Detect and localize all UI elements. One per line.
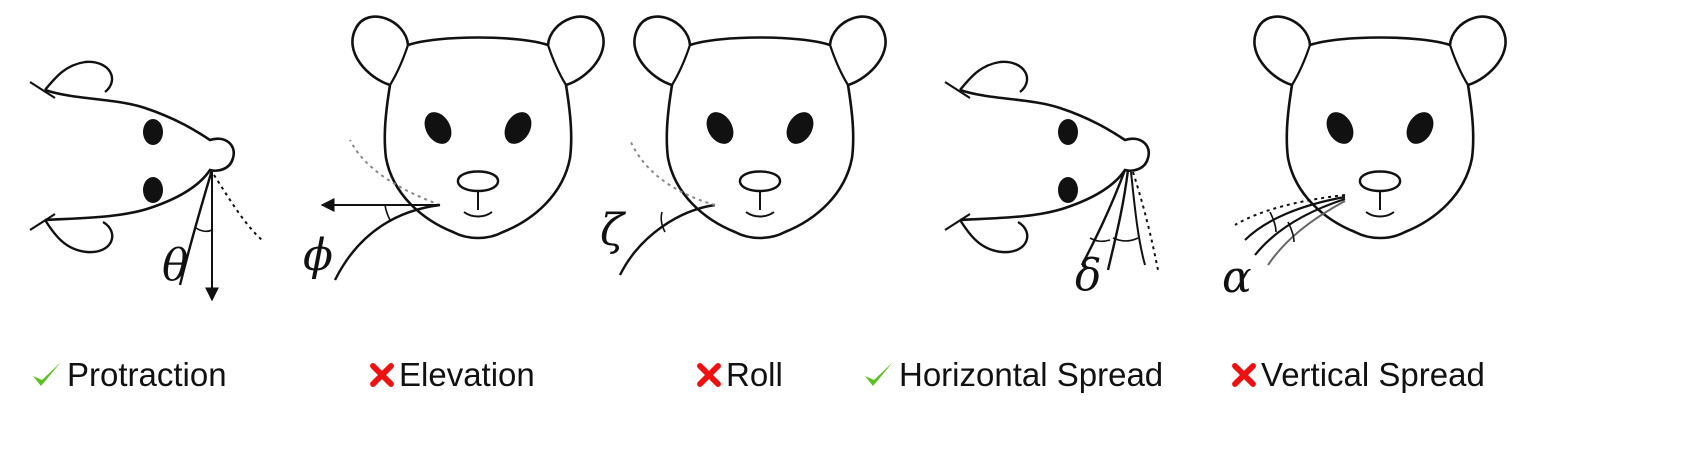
cross-icon (1232, 363, 1256, 387)
symbol-phi: ϕ (303, 230, 333, 281)
symbol-delta: δ (1075, 250, 1102, 301)
label-elevation: Elevation (368, 352, 535, 398)
label-text: Elevation (399, 356, 535, 393)
cross-icon (370, 363, 394, 387)
label-text: Protraction (67, 356, 227, 393)
panel-elevation: ϕ (303, 15, 605, 281)
label-vertical-spread: Vertical Spread (1230, 352, 1485, 398)
checkmark-icon (33, 362, 61, 386)
label-horizontal-spread: Horizontal Spread (862, 352, 1163, 398)
symbol-theta: θ (162, 240, 189, 291)
label-text: Horizontal Spread (899, 356, 1164, 393)
panel-vertical-spread: α (1222, 15, 1507, 303)
label-text: Roll (726, 356, 783, 393)
label-roll: Roll (695, 352, 783, 398)
label-text: Vertical Spread (1261, 356, 1485, 393)
symbol-zeta: ζ (600, 205, 627, 256)
cross-icon (697, 363, 721, 387)
panel-protraction: θ (28, 60, 263, 302)
symbol-alpha: α (1222, 252, 1252, 303)
panel-horizontal-spread: δ (943, 60, 1159, 301)
label-protraction: Protraction (30, 352, 227, 398)
panel-roll: ζ (600, 15, 887, 276)
checkmark-icon (865, 362, 893, 386)
